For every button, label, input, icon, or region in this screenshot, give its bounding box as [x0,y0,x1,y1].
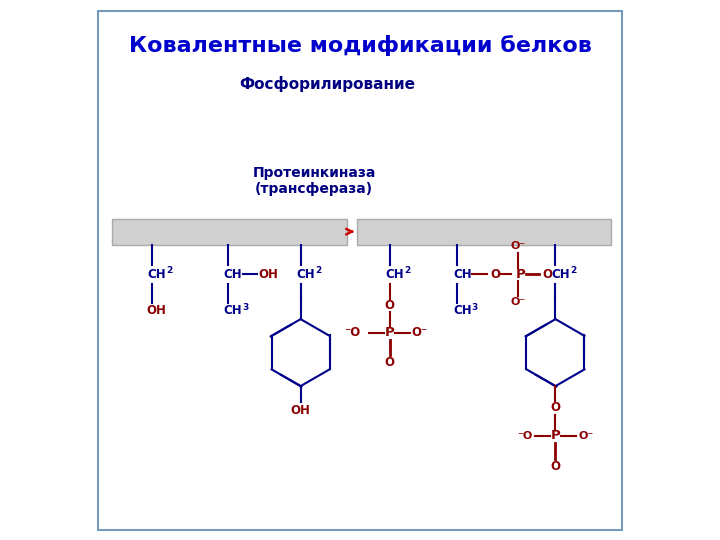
Text: O: O [543,268,552,281]
Text: 3: 3 [472,303,478,312]
Text: CH: CH [453,268,472,281]
Text: O: O [384,356,395,369]
Text: OH: OH [291,404,310,417]
Text: OH: OH [147,304,166,317]
Text: ⁻O: ⁻O [343,326,360,339]
Text: Фосфорилирование: Фосфорилирование [240,76,415,92]
Text: O⁻: O⁻ [510,241,526,251]
Text: O: O [551,401,560,414]
Text: 2: 2 [315,266,321,275]
Text: 2: 2 [167,266,173,275]
Text: O⁻: O⁻ [411,326,428,339]
Text: CH: CH [148,268,166,281]
Text: O: O [384,299,395,312]
Text: ⁻O: ⁻O [518,431,533,441]
Text: 2: 2 [570,266,576,275]
Text: CH: CH [552,268,570,281]
Text: P: P [551,429,560,442]
Text: 2: 2 [405,266,410,275]
Text: CH: CH [385,268,404,281]
Text: OH: OH [258,268,279,281]
Text: CH: CH [297,268,315,281]
Text: CH: CH [223,304,242,317]
Bar [357,219,611,245]
Bar [112,219,346,245]
Text: P: P [384,326,395,339]
Text: Ковалентные модификации белков: Ковалентные модификации белков [129,36,591,56]
Text: O⁻: O⁻ [510,298,526,307]
Text: 3: 3 [243,303,248,312]
Text: CH: CH [223,268,242,281]
Text: Протеинкиназа
(трансфераза): Протеинкиназа (трансфераза) [253,166,376,196]
Text: O⁻: O⁻ [578,431,593,441]
Text: O: O [551,460,560,472]
Text: CH: CH [453,304,472,317]
Text: O: O [491,268,500,281]
Text: P: P [516,268,526,281]
